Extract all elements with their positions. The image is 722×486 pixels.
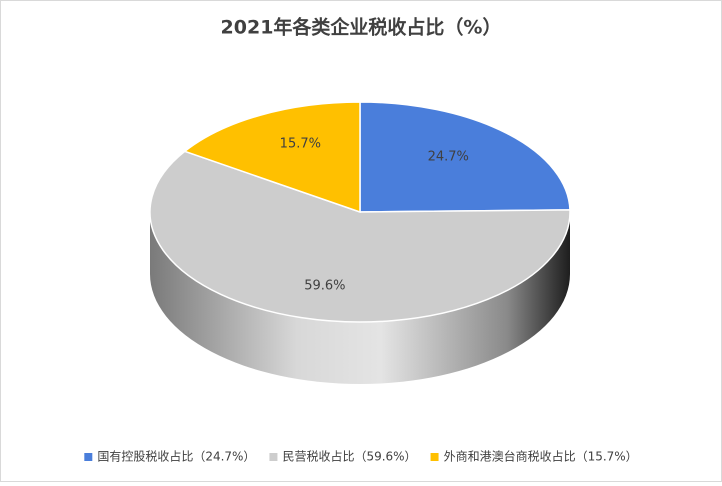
slice-top — [149, 150, 571, 323]
slice — [149, 150, 571, 384]
legend-label: 国有控股税收占比（24.7%） — [97, 449, 255, 464]
legend-marker — [269, 453, 278, 461]
data-label: 24.7% — [428, 150, 469, 165]
slice-top — [359, 101, 571, 213]
slice — [183, 101, 361, 214]
legend-label: 民营税收占比（59.6%） — [282, 449, 416, 464]
slice-top — [183, 101, 361, 214]
slice-side — [150, 212, 570, 384]
chart-title: 2021年各类企业税收占比（%） — [221, 16, 502, 39]
legend-marker — [84, 453, 93, 461]
data-label: 15.7% — [280, 137, 321, 152]
slice — [359, 101, 571, 213]
legend-marker — [430, 453, 439, 461]
data-label: 59.6% — [304, 278, 345, 293]
legend-label: 外商和港澳台商税收占比（15.7%） — [444, 449, 638, 464]
